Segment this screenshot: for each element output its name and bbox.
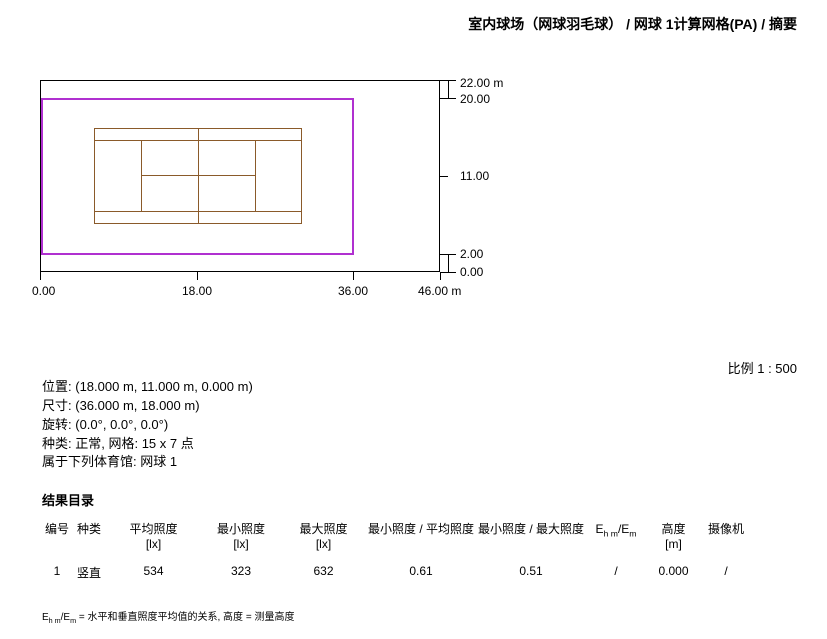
x-label: 46.00 m (418, 284, 461, 298)
th-max: 最大照度 [lx] (281, 520, 366, 554)
page-title: 室内球场（网球羽毛球） / 网球 1计算网格(PA) / 摘要 (468, 14, 797, 34)
y-label: 2.00 (460, 247, 483, 261)
td-height: 0.000 (646, 562, 701, 583)
td-max: 632 (281, 562, 366, 583)
info-value: 正常, 网格: 15 x 7 点 (75, 436, 193, 451)
td-min: 323 (201, 562, 281, 583)
th-avg: 平均照度 [lx] (106, 520, 201, 554)
info-value: (36.000 m, 18.000 m) (75, 398, 199, 413)
y-label: 22.00 m (460, 76, 503, 90)
y-label: 20.00 (460, 92, 490, 106)
th-min-avg: 最小照度 / 平均照度 (366, 520, 476, 554)
tennis-court (94, 128, 302, 224)
info-value: (0.0°, 0.0°, 0.0°) (75, 417, 168, 432)
y-label: 0.00 (460, 265, 483, 279)
th-min-max: 最小照度 / 最大照度 (476, 520, 586, 554)
x-label: 0.00 (32, 284, 55, 298)
info-label: 尺寸: (42, 398, 72, 413)
td-no: 1 (42, 562, 72, 583)
outer-boundary (40, 80, 440, 272)
info-block: 位置: (18.000 m, 11.000 m, 0.000 m) 尺寸: (3… (42, 378, 253, 472)
td-avg: 534 (106, 562, 201, 583)
section-heading: 结果目录 (42, 490, 94, 509)
td-ehm: / (586, 562, 646, 583)
info-label: 种类: (42, 436, 72, 451)
diagram: 22.00 m 20.00 11.00 2.00 0.00 0.00 18.00… (40, 80, 500, 272)
th-ehm: Eh m/Em (586, 520, 646, 554)
th-min: 最小照度 [lx] (201, 520, 281, 554)
results-table: 编号 种类 平均照度 [lx] 最小照度 [lx] 最大照度 [lx] 最小照度… (42, 520, 794, 583)
td-min-avg: 0.61 (366, 562, 476, 583)
td-kind: 竖直 (72, 562, 106, 583)
info-label: 位置: (42, 379, 72, 394)
x-label: 36.00 (338, 284, 368, 298)
th-height: 高度 [m] (646, 520, 701, 554)
td-min-max: 0.51 (476, 562, 586, 583)
th-no: 编号 (42, 520, 72, 554)
td-camera: / (701, 562, 751, 583)
info-label: 旋转: (42, 417, 72, 432)
info-value: 网球 1 (140, 454, 177, 469)
info-label: 属于下列体育馆: (42, 454, 137, 469)
info-value: (18.000 m, 11.000 m, 0.000 m) (75, 379, 253, 394)
th-kind: 种类 (72, 520, 106, 554)
footnote: Eh m/Em = 水平和垂直照度平均值的关系, 高度 = 测量高度 (42, 608, 294, 625)
scale-label: 比例 1 : 500 (728, 358, 797, 377)
x-label: 18.00 (182, 284, 212, 298)
y-label: 11.00 (460, 169, 489, 183)
th-camera: 摄像机 (701, 520, 751, 554)
